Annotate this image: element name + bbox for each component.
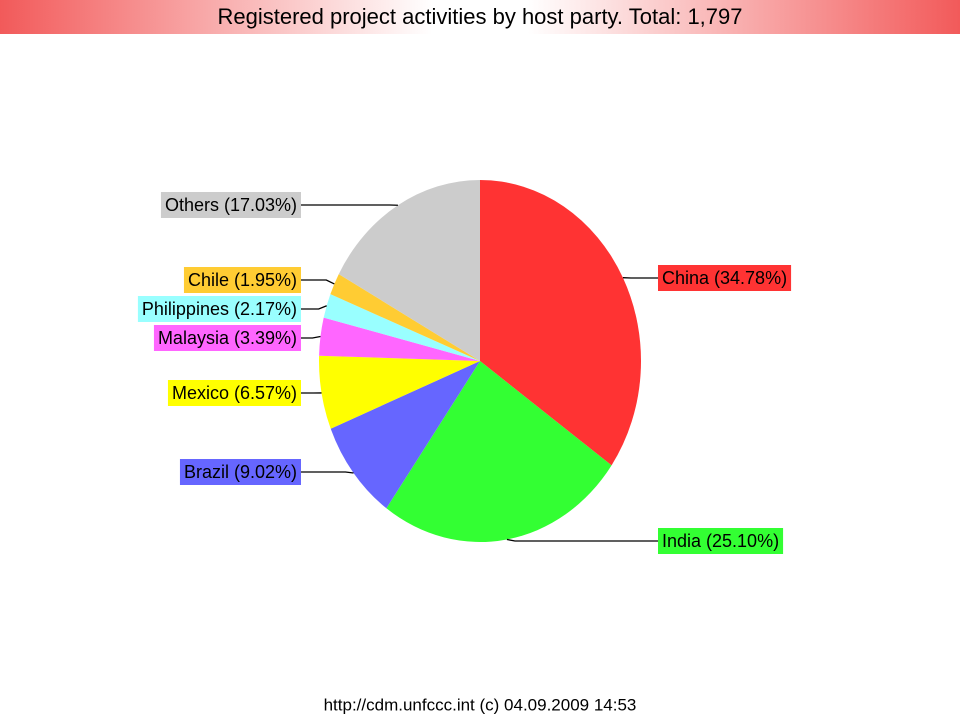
leader-line — [506, 538, 658, 542]
pie-slice — [386, 361, 612, 542]
label-box — [137, 296, 301, 322]
slice-label: Malaysia (3.39%) — [158, 328, 297, 348]
slice-label: Others (17.03%) — [165, 195, 297, 215]
pie-slice — [480, 180, 641, 466]
slice-label: Philippines (2.17%) — [142, 299, 297, 319]
label-box — [167, 380, 301, 406]
slice-label: India (25.10%) — [662, 531, 779, 551]
label-box — [658, 265, 792, 291]
leader-line — [301, 279, 335, 285]
leader-line — [301, 471, 354, 474]
label-box — [183, 267, 301, 293]
title-bar — [0, 0, 960, 34]
pie-slice — [338, 180, 480, 361]
leader-line — [301, 305, 327, 310]
label-box — [153, 325, 301, 351]
pie-slice — [330, 361, 480, 509]
chart-title: Registered project activities by host pa… — [217, 4, 742, 29]
pie-slice — [323, 294, 480, 361]
label-box — [179, 459, 301, 485]
slice-label: Brazil (9.02%) — [184, 462, 297, 482]
label-box — [160, 192, 301, 218]
label-box — [658, 528, 784, 554]
slice-label: China (34.78%) — [662, 268, 787, 288]
footer: http://cdm.unfccc.int (c) 04.09.2009 14:… — [324, 695, 637, 714]
pie-slice — [330, 274, 480, 361]
pie-slice — [319, 317, 480, 361]
pie-slice — [319, 355, 480, 429]
slice-label: Chile (1.95%) — [188, 270, 297, 290]
slice-label: Mexico (6.57%) — [172, 383, 297, 403]
leader-line — [301, 335, 321, 339]
